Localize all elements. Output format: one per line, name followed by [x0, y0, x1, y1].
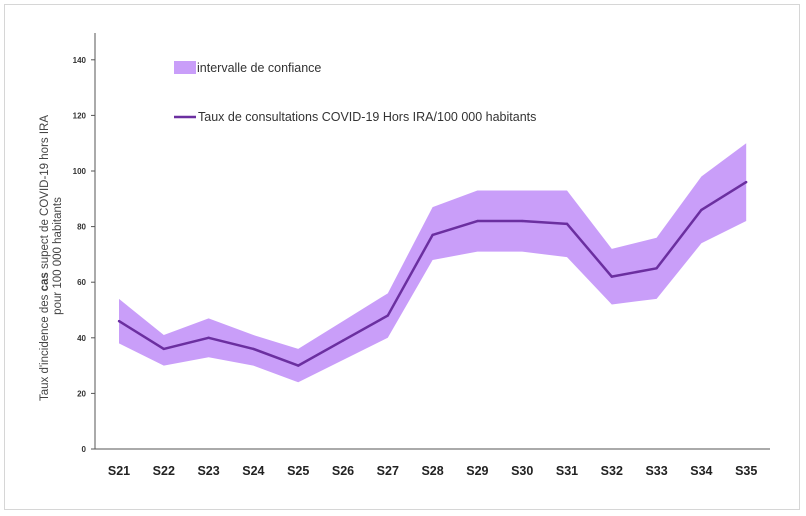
x-tick-label: S27: [377, 464, 399, 478]
data-point: [252, 347, 255, 351]
y-tick-label: 60: [77, 278, 86, 287]
data-point: [431, 233, 434, 237]
x-tick-label: S22: [153, 464, 175, 478]
x-tick-label: S21: [108, 464, 130, 478]
x-tick-label: S29: [466, 464, 488, 478]
x-tick-label: S24: [242, 464, 264, 478]
data-point: [341, 339, 345, 342]
data-point: [521, 219, 524, 223]
data-point: [386, 314, 389, 317]
data-point: [207, 336, 210, 339]
legend-band-swatch: [174, 61, 196, 74]
x-tick-label: S30: [511, 464, 533, 478]
y-tick-label: 0: [82, 445, 87, 454]
y-tick-label: 20: [77, 389, 86, 398]
data-point: [745, 180, 748, 184]
data-point: [162, 347, 165, 351]
x-tick-label: S23: [197, 464, 219, 478]
x-tick-label: S28: [421, 464, 443, 478]
x-tick-label: S25: [287, 464, 309, 478]
x-tick-labels: S21 S22 S23 S24 S25 S26 S27 S28 S29 S30 S31 S32 S33 S…: [108, 464, 757, 478]
x-tick-label: S26: [332, 464, 354, 478]
data-point: [700, 208, 703, 212]
data-point: [117, 319, 121, 323]
y-tick-labels: 0 20 40 60 80 100 120 140: [73, 56, 95, 454]
data-point: [476, 219, 479, 223]
legend-line-label: Taux de consultations COVID-19 Hors IRA/…: [198, 110, 536, 124]
y-axis-label: Taux d'incidence des cas supect de COVID…: [39, 115, 51, 401]
legend-band-label: intervalle de confiance: [197, 61, 321, 75]
x-tick-label: S35: [735, 464, 757, 478]
x-tick-label: S33: [645, 464, 667, 478]
data-points: [117, 180, 748, 367]
x-tick-label: S32: [601, 464, 623, 478]
data-point: [297, 364, 300, 367]
x-tick-label: S34: [690, 464, 712, 478]
y-axis-label-line2: pour 100 000 habitants: [52, 197, 64, 315]
legend: intervalle de confiance Taux de consulta…: [174, 61, 536, 124]
y-tick-label: 140: [73, 56, 87, 65]
y-tick-label: 120: [73, 111, 87, 120]
x-tick-label: S31: [556, 464, 578, 478]
axes: [94, 33, 770, 450]
data-point: [655, 267, 658, 270]
data-point: [565, 222, 569, 226]
y-tick-label: 40: [77, 334, 86, 343]
y-tick-label: 100: [73, 167, 87, 176]
confidence-band: [119, 143, 747, 383]
data-point: [610, 275, 613, 278]
y-tick-label: 80: [77, 223, 86, 232]
